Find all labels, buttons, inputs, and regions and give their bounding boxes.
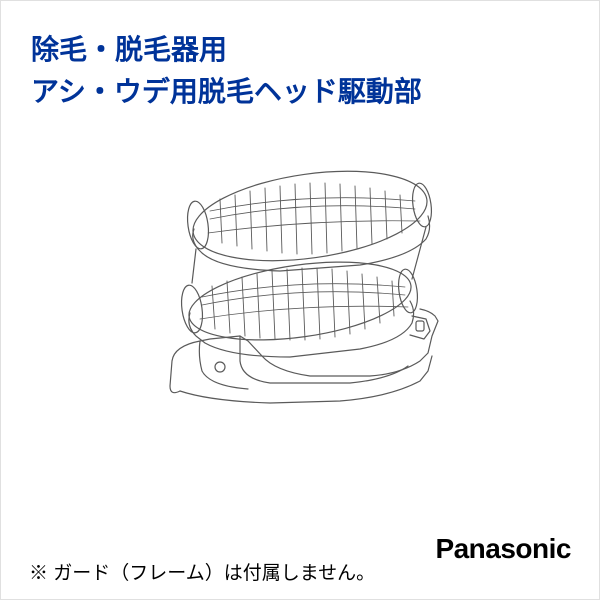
product-illustration <box>110 161 490 441</box>
brand-logo: Panasonic <box>435 533 571 565</box>
title-line-2: アシ・ウデ用脱毛ヘッド駆動部 <box>31 71 569 113</box>
disclaimer-note: ※ ガード（フレーム）は付属しません。 <box>29 558 375 585</box>
title-area: 除毛・脱毛器用 アシ・ウデ用脱毛ヘッド駆動部 <box>1 1 599 113</box>
title-line-1: 除毛・脱毛器用 <box>31 29 569 71</box>
